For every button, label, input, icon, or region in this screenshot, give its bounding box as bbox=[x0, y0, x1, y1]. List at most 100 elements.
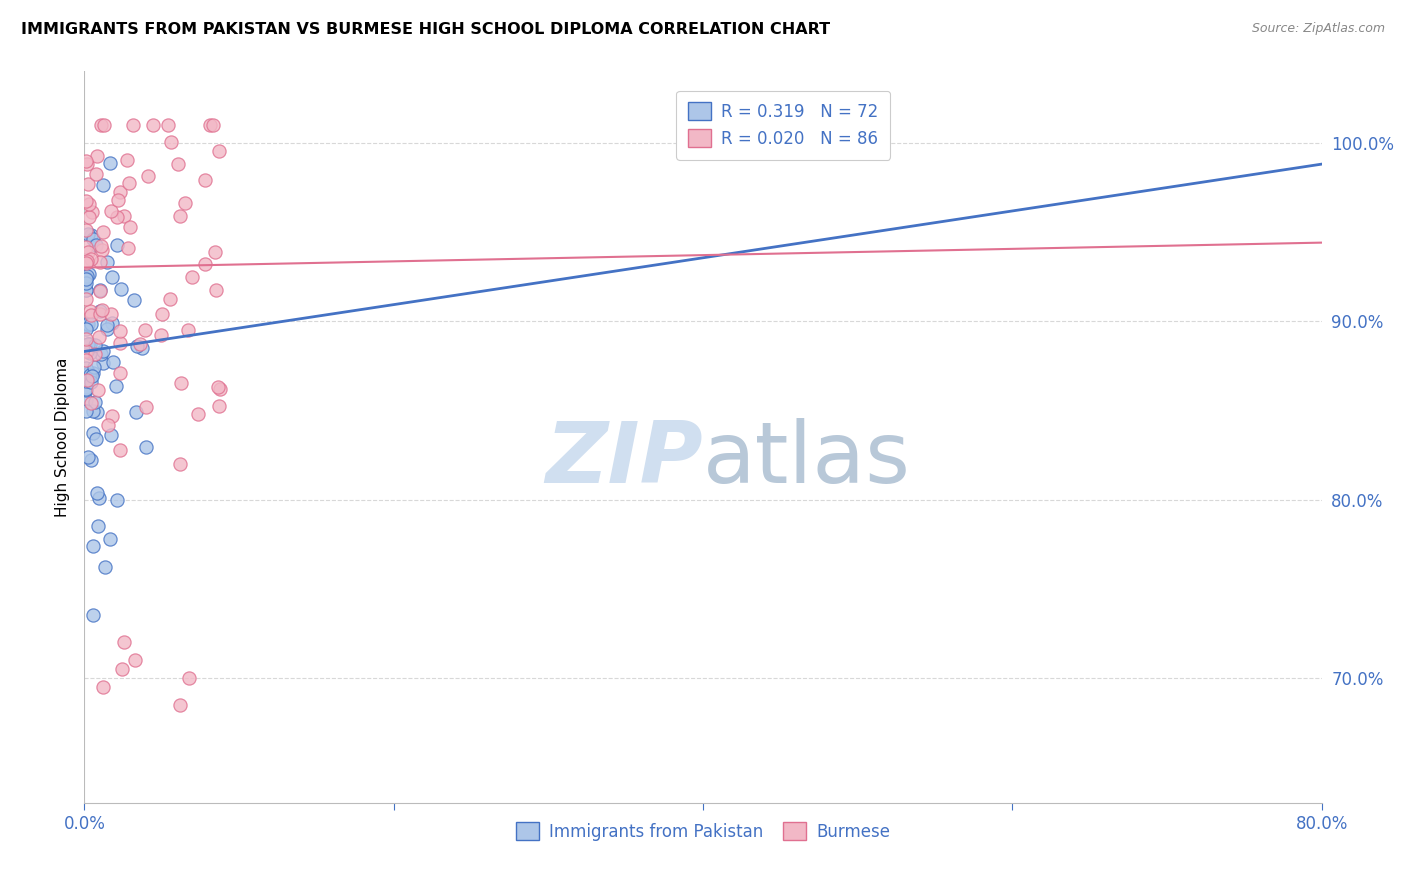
Point bbox=[93, 118, 115, 132]
Point bbox=[77, 366, 100, 380]
Point bbox=[117, 242, 139, 256]
Point bbox=[76, 336, 98, 351]
Point bbox=[76, 227, 98, 241]
Point bbox=[112, 635, 135, 649]
Point bbox=[75, 223, 97, 237]
Point bbox=[75, 380, 97, 394]
Point bbox=[75, 382, 97, 396]
Point bbox=[101, 409, 124, 423]
Point bbox=[181, 269, 204, 284]
Point bbox=[90, 244, 112, 258]
Point bbox=[84, 347, 107, 361]
Point bbox=[169, 458, 191, 472]
Point bbox=[122, 293, 145, 307]
Text: Source: ZipAtlas.com: Source: ZipAtlas.com bbox=[1251, 22, 1385, 36]
Point bbox=[124, 653, 146, 667]
Point bbox=[80, 395, 103, 409]
Point bbox=[179, 671, 201, 685]
Point bbox=[75, 239, 97, 253]
Point bbox=[208, 144, 231, 158]
Point bbox=[110, 283, 132, 297]
Point bbox=[75, 360, 97, 375]
Point bbox=[194, 173, 217, 187]
Point bbox=[87, 383, 110, 397]
Point bbox=[101, 316, 124, 330]
Point bbox=[75, 392, 97, 407]
Point bbox=[75, 319, 97, 334]
Point bbox=[100, 307, 122, 321]
Point bbox=[90, 118, 112, 132]
Point bbox=[107, 193, 129, 207]
Point bbox=[79, 368, 101, 383]
Point bbox=[84, 433, 107, 447]
Point bbox=[76, 157, 98, 171]
Point bbox=[96, 255, 118, 269]
Point bbox=[209, 382, 232, 396]
Point bbox=[108, 335, 131, 350]
Point bbox=[82, 608, 104, 623]
Point bbox=[79, 304, 101, 318]
Point bbox=[108, 186, 131, 200]
Point bbox=[75, 317, 97, 331]
Point bbox=[77, 245, 100, 260]
Point bbox=[87, 491, 110, 506]
Point bbox=[169, 698, 191, 712]
Point bbox=[177, 323, 200, 337]
Point bbox=[77, 196, 100, 211]
Point bbox=[118, 219, 141, 234]
Point bbox=[98, 156, 121, 170]
Point bbox=[89, 284, 111, 298]
Point bbox=[91, 355, 114, 369]
Point bbox=[75, 332, 97, 346]
Point bbox=[75, 271, 97, 285]
Point bbox=[121, 118, 143, 132]
Point bbox=[138, 169, 160, 184]
Point bbox=[75, 283, 97, 297]
Point bbox=[204, 245, 226, 260]
Point bbox=[75, 194, 97, 208]
Point bbox=[80, 252, 103, 267]
Point bbox=[89, 283, 111, 297]
Point bbox=[124, 405, 146, 419]
Point bbox=[105, 238, 128, 252]
Point bbox=[79, 346, 101, 360]
Point bbox=[82, 367, 104, 381]
Point bbox=[135, 400, 157, 414]
Point bbox=[112, 209, 135, 223]
Point bbox=[207, 380, 229, 394]
Point bbox=[108, 324, 131, 338]
Y-axis label: High School Diploma: High School Diploma bbox=[55, 358, 70, 516]
Point bbox=[134, 440, 156, 454]
Point bbox=[80, 375, 103, 389]
Point bbox=[96, 318, 118, 333]
Point bbox=[75, 374, 97, 388]
Point bbox=[76, 337, 98, 351]
Point bbox=[75, 352, 97, 367]
Point bbox=[91, 343, 114, 358]
Point bbox=[76, 343, 98, 358]
Point bbox=[75, 383, 97, 397]
Point bbox=[202, 118, 225, 132]
Point bbox=[105, 492, 128, 507]
Legend: Immigrants from Pakistan, Burmese: Immigrants from Pakistan, Burmese bbox=[508, 814, 898, 849]
Point bbox=[75, 153, 97, 168]
Point bbox=[111, 662, 134, 676]
Point bbox=[100, 532, 122, 546]
Point bbox=[80, 369, 103, 384]
Point bbox=[159, 292, 181, 306]
Point bbox=[89, 303, 111, 318]
Point bbox=[77, 267, 100, 281]
Point bbox=[82, 540, 104, 554]
Point bbox=[76, 450, 98, 464]
Point bbox=[208, 399, 231, 413]
Point bbox=[205, 283, 228, 297]
Point bbox=[194, 257, 217, 271]
Point bbox=[97, 418, 120, 433]
Point bbox=[75, 404, 97, 418]
Point bbox=[82, 403, 104, 417]
Point bbox=[76, 177, 98, 191]
Point bbox=[142, 118, 165, 132]
Point bbox=[86, 149, 108, 163]
Point bbox=[83, 338, 105, 352]
Point bbox=[80, 317, 103, 331]
